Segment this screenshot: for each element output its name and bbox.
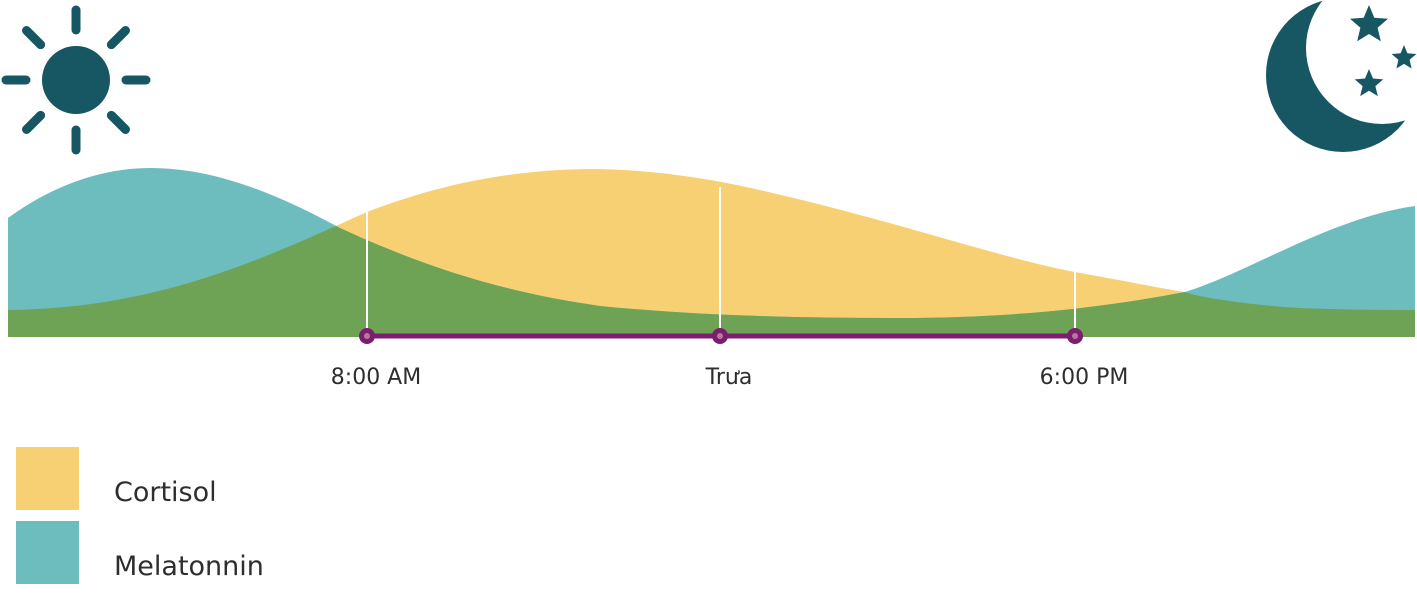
time-marker-center — [1072, 333, 1078, 339]
sun-icon — [1, 5, 151, 155]
series-overlap-area — [8, 169, 1415, 337]
tick-labels: 8:00 AM Trưa 6:00 PM — [331, 365, 1129, 390]
legend-label-cortisol: Cortisol — [114, 477, 217, 508]
legend: Cortisol Melatonnin — [16, 447, 376, 595]
moon-stars-icon — [1266, 0, 1417, 152]
legend-swatch-cortisol — [16, 447, 79, 510]
time-marker-center — [717, 333, 723, 339]
legend-swatch-melatonnin — [16, 521, 79, 584]
tick-label: 8:00 AM — [331, 365, 421, 390]
legend-item-cortisol: Cortisol — [16, 447, 376, 511]
tick-label: 6:00 PM — [1040, 365, 1129, 390]
legend-label-melatonnin: Melatonnin — [114, 551, 264, 582]
time-guides — [366, 187, 1076, 336]
tick-label: Trưa — [705, 365, 753, 390]
legend-item-melatonnin: Melatonnin — [16, 521, 376, 585]
time-marker-center — [364, 333, 370, 339]
time-markers — [359, 328, 1083, 344]
